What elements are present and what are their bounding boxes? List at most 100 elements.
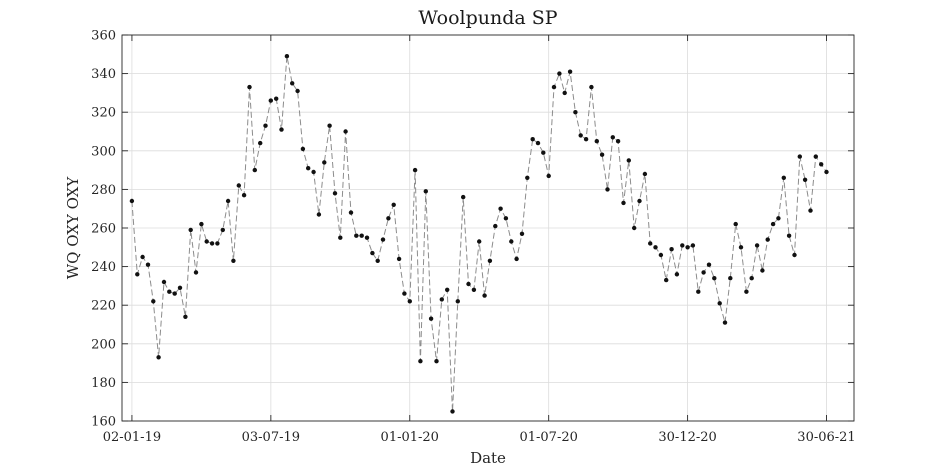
- data-point: [744, 289, 749, 294]
- data-point: [445, 287, 450, 292]
- data-point: [145, 262, 151, 267]
- data-point: [728, 276, 733, 281]
- data-point: [664, 277, 669, 283]
- data-point: [717, 301, 722, 306]
- data-point: [391, 202, 396, 207]
- data-point: [733, 221, 738, 227]
- data-point: [455, 299, 460, 304]
- y-tick-label: 160: [91, 415, 116, 430]
- data-point: [802, 177, 808, 182]
- x-tick-label: 02-01-19: [103, 430, 161, 445]
- data-point: [380, 237, 386, 242]
- data-point: [247, 84, 252, 90]
- data-point: [541, 150, 546, 155]
- data-point: [258, 140, 263, 146]
- x-tick-label: 30-06-21: [797, 430, 855, 445]
- data-point: [658, 252, 664, 258]
- data-point: [386, 216, 391, 221]
- data-point: [519, 231, 525, 236]
- data-point: [514, 256, 519, 262]
- data-point: [279, 127, 284, 132]
- series-line: [131, 56, 827, 412]
- data-point: [199, 221, 204, 227]
- data-point: [418, 359, 423, 364]
- data-point: [466, 281, 471, 287]
- y-tick-label: 280: [91, 183, 116, 198]
- data-point: [375, 258, 380, 263]
- data-point: [316, 212, 322, 217]
- data-point: [781, 175, 786, 180]
- data-point: [156, 355, 161, 360]
- data-point: [813, 154, 818, 159]
- data-point: [525, 175, 530, 180]
- data-point: [712, 276, 717, 281]
- data-point: [776, 216, 781, 221]
- data-point: [546, 173, 551, 179]
- data-point: [407, 299, 412, 304]
- data-point: [343, 129, 348, 134]
- data-point: [290, 81, 295, 86]
- y-tick-label: 320: [91, 106, 116, 121]
- data-point: [648, 241, 653, 246]
- data-point: [669, 247, 674, 252]
- y-tick-label: 200: [91, 337, 116, 352]
- data-point: [274, 96, 279, 101]
- data-point: [530, 137, 535, 142]
- data-point: [306, 166, 311, 171]
- data-point: [284, 54, 290, 59]
- data-point: [567, 69, 573, 74]
- data-point: [535, 140, 541, 146]
- data-point: [300, 146, 306, 152]
- data-point: [632, 225, 637, 231]
- data-point: [749, 276, 754, 281]
- data-point: [819, 162, 824, 167]
- data-point: [135, 272, 140, 277]
- x-tick-label: 01-01-20: [381, 430, 439, 445]
- data-point: [674, 272, 680, 277]
- data-point: [204, 239, 209, 244]
- data-point: [824, 169, 829, 175]
- data-point: [332, 191, 338, 196]
- data-point: [359, 233, 364, 238]
- data-point: [215, 241, 220, 246]
- data-point: [754, 243, 760, 248]
- data-point: [808, 208, 813, 213]
- data-point: [701, 270, 706, 275]
- data-point: [322, 160, 327, 165]
- y-tick-label: 180: [91, 376, 116, 391]
- x-tick-label: 01-07-20: [519, 430, 577, 445]
- data-point: [370, 250, 375, 256]
- data-point: [364, 235, 370, 240]
- data-point: [599, 152, 605, 157]
- y-tick-label: 260: [91, 222, 116, 237]
- data-point: [685, 245, 690, 250]
- data-point: [311, 169, 316, 175]
- data-point: [172, 291, 177, 296]
- data-point: [236, 183, 241, 188]
- data-point: [706, 262, 712, 267]
- x-axis-label: Date: [470, 449, 506, 467]
- data-point: [434, 359, 439, 364]
- data-point: [498, 206, 503, 211]
- data-point: [605, 187, 610, 192]
- data-point: [471, 287, 477, 292]
- data-point: [637, 198, 642, 204]
- data-point: [252, 167, 257, 173]
- data-point: [594, 139, 599, 144]
- data-point: [696, 289, 701, 294]
- data-point: [503, 216, 509, 221]
- data-point: [765, 237, 770, 242]
- data-point: [412, 167, 418, 173]
- data-point: [653, 245, 658, 250]
- data-point: [268, 98, 273, 103]
- data-point: [354, 233, 359, 238]
- data-point: [477, 239, 482, 244]
- data-point: [786, 233, 792, 238]
- data-point: [615, 139, 621, 144]
- data-point: [770, 221, 776, 227]
- data-point: [209, 241, 215, 246]
- data-point: [642, 171, 648, 177]
- data-point: [509, 239, 514, 244]
- data-point: [188, 227, 193, 233]
